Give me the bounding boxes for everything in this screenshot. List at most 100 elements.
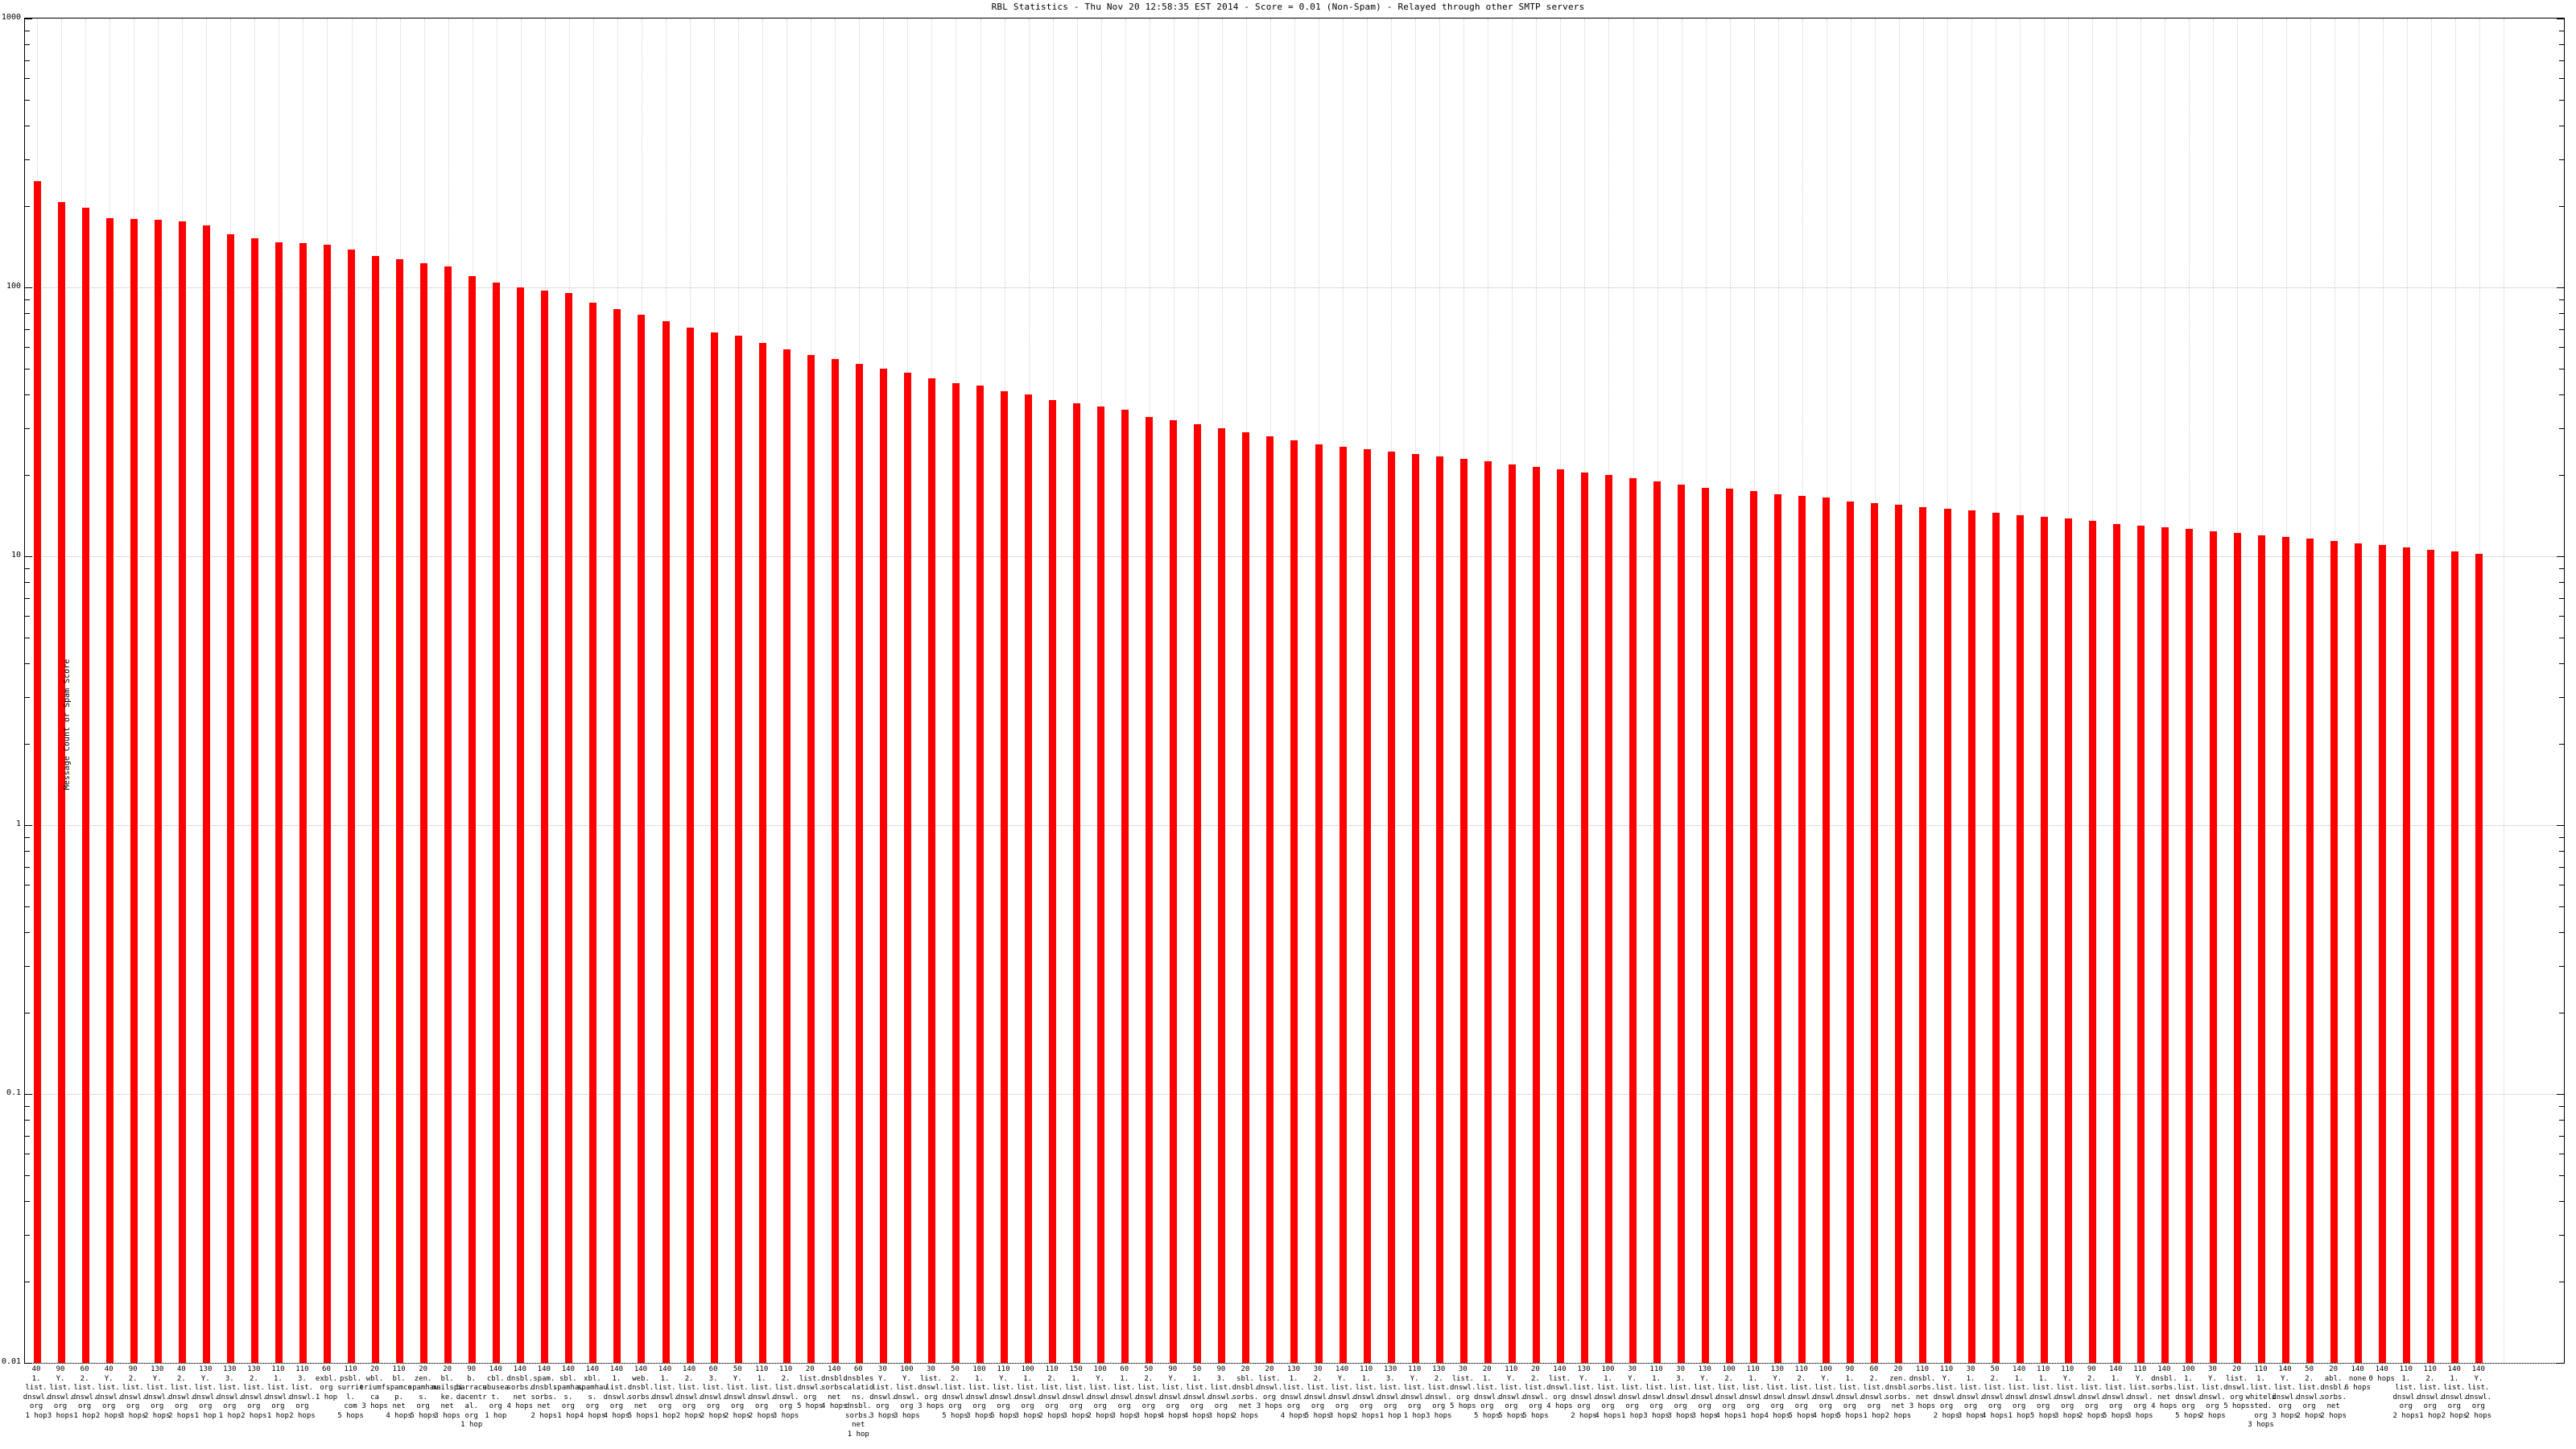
bar[interactable]: [2185, 529, 2193, 1363]
bar[interactable]: [2427, 549, 2435, 1363]
bar[interactable]: [1266, 436, 1274, 1363]
bar[interactable]: [420, 262, 428, 1363]
bar[interactable]: [2330, 541, 2339, 1363]
bar[interactable]: [1121, 410, 1129, 1363]
bar[interactable]: [2064, 518, 2072, 1363]
bar[interactable]: [1097, 407, 1105, 1363]
bar[interactable]: [1194, 423, 1202, 1363]
bar[interactable]: [710, 332, 718, 1363]
bar[interactable]: [1774, 494, 1782, 1363]
bar[interactable]: [1387, 452, 1395, 1363]
bar[interactable]: [952, 383, 960, 1363]
bar[interactable]: [2282, 537, 2290, 1363]
bar[interactable]: [807, 355, 815, 1363]
bar[interactable]: [299, 243, 307, 1363]
bar[interactable]: [686, 327, 694, 1363]
bar[interactable]: [1871, 502, 1879, 1363]
bar[interactable]: [1073, 403, 1081, 1363]
bar[interactable]: [2475, 554, 2483, 1363]
bar[interactable]: [662, 320, 670, 1363]
bar[interactable]: [1459, 459, 1468, 1363]
bar[interactable]: [2209, 530, 2217, 1363]
bar[interactable]: [613, 309, 621, 1363]
bar[interactable]: [2088, 521, 2096, 1363]
bar[interactable]: [1895, 505, 1903, 1363]
bar[interactable]: [2355, 543, 2363, 1363]
bar[interactable]: [444, 266, 452, 1363]
bar[interactable]: [1580, 472, 1588, 1363]
bar[interactable]: [565, 293, 573, 1363]
bar[interactable]: [1170, 420, 1178, 1363]
bar[interactable]: [130, 218, 138, 1363]
bar[interactable]: [1967, 510, 1975, 1363]
bar[interactable]: [1678, 484, 1686, 1363]
bar[interactable]: [105, 217, 114, 1363]
bar[interactable]: [2112, 523, 2120, 1363]
bar[interactable]: [589, 302, 597, 1363]
bar[interactable]: [2136, 525, 2145, 1363]
bar[interactable]: [226, 233, 234, 1363]
bar[interactable]: [1339, 447, 1347, 1363]
bar[interactable]: [1919, 507, 1927, 1363]
bar[interactable]: [33, 180, 41, 1363]
bar[interactable]: [2451, 551, 2459, 1363]
bar[interactable]: [275, 242, 283, 1363]
bar[interactable]: [2233, 533, 2241, 1363]
bar[interactable]: [2306, 539, 2314, 1363]
bar[interactable]: [1943, 509, 1951, 1363]
bar[interactable]: [1025, 394, 1033, 1363]
bar[interactable]: [493, 283, 501, 1363]
bar[interactable]: [1049, 400, 1057, 1363]
bar[interactable]: [758, 343, 766, 1363]
bar[interactable]: [1702, 487, 1710, 1363]
bar[interactable]: [855, 363, 863, 1363]
bar[interactable]: [1556, 469, 1564, 1363]
bar[interactable]: [1218, 427, 1226, 1363]
bar[interactable]: [57, 202, 65, 1363]
bar[interactable]: [2258, 535, 2266, 1363]
bar[interactable]: [1242, 431, 1250, 1363]
bar[interactable]: [1823, 497, 1831, 1363]
bar[interactable]: [1290, 440, 1298, 1363]
bar[interactable]: [1847, 501, 1855, 1363]
bar[interactable]: [323, 245, 331, 1363]
bar[interactable]: [831, 359, 839, 1363]
bar[interactable]: [1798, 495, 1806, 1363]
bar[interactable]: [81, 207, 89, 1363]
bar[interactable]: [517, 287, 525, 1363]
bar[interactable]: [154, 219, 162, 1363]
bar[interactable]: [927, 378, 935, 1363]
bar[interactable]: [1653, 481, 1662, 1363]
bar[interactable]: [1484, 461, 1492, 1363]
bar[interactable]: [638, 315, 646, 1363]
bar[interactable]: [976, 386, 984, 1363]
bar[interactable]: [250, 238, 258, 1363]
bar[interactable]: [1726, 489, 1734, 1363]
bar[interactable]: [1315, 444, 1323, 1363]
bar[interactable]: [1001, 391, 1009, 1363]
bar[interactable]: [1532, 466, 1540, 1363]
bar[interactable]: [396, 259, 404, 1363]
bar[interactable]: [541, 291, 549, 1363]
bar[interactable]: [2040, 517, 2048, 1363]
bar[interactable]: [1508, 464, 1516, 1363]
bar[interactable]: [469, 276, 477, 1363]
bar[interactable]: [1363, 449, 1371, 1363]
bar[interactable]: [178, 221, 186, 1363]
bar[interactable]: [2016, 515, 2024, 1363]
bar[interactable]: [1604, 475, 1612, 1363]
bar[interactable]: [1411, 454, 1419, 1363]
bar[interactable]: [903, 373, 911, 1363]
bar[interactable]: [879, 368, 887, 1363]
bar[interactable]: [2379, 545, 2387, 1363]
bar[interactable]: [782, 349, 791, 1363]
bar[interactable]: [1992, 513, 2000, 1363]
bar[interactable]: [1629, 478, 1637, 1363]
bar[interactable]: [1146, 416, 1154, 1363]
bar[interactable]: [2161, 527, 2169, 1363]
bar[interactable]: [1435, 456, 1443, 1363]
bar[interactable]: [372, 255, 380, 1363]
bar[interactable]: [202, 225, 210, 1363]
bar[interactable]: [734, 336, 742, 1363]
bar[interactable]: [2403, 547, 2411, 1363]
